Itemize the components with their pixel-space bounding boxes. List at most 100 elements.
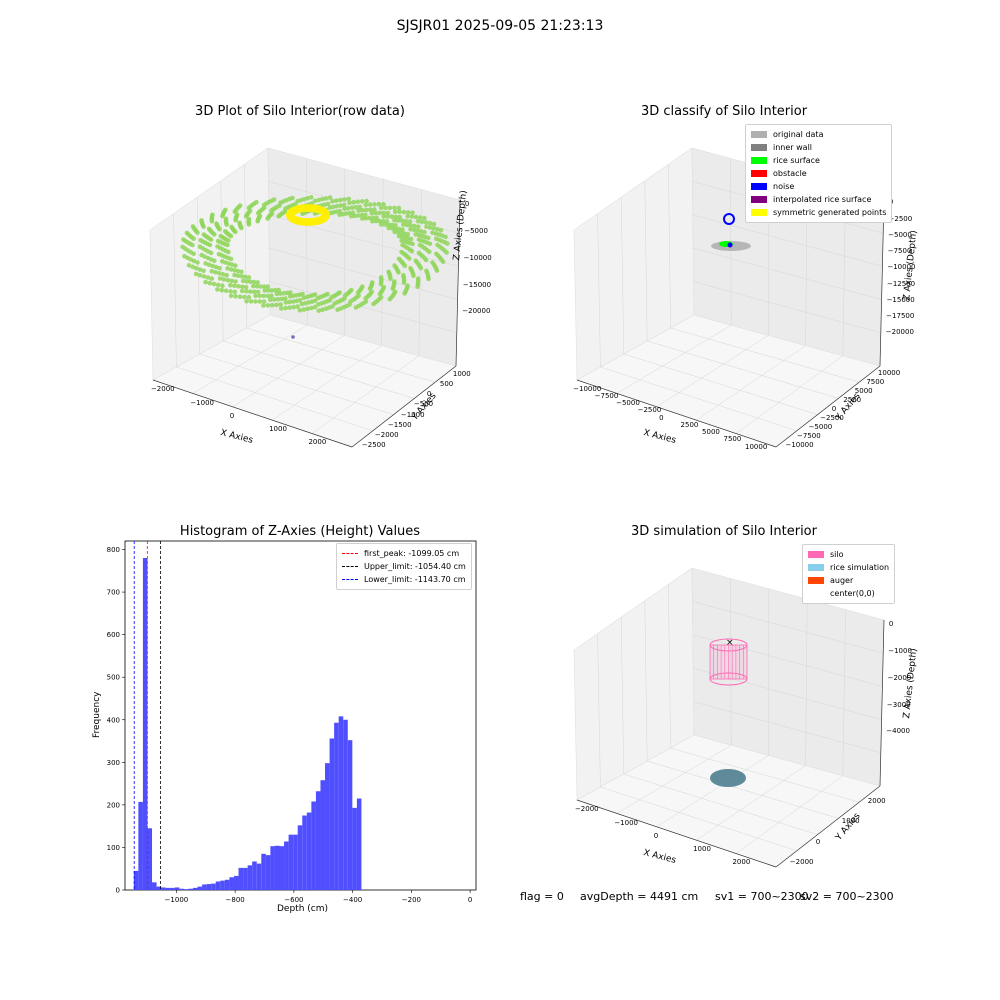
panel1-scatter-point [215, 287, 220, 292]
panel1-scatter-point [291, 304, 297, 310]
panel2-grid-y [647, 340, 839, 399]
panel1-scatter-point [440, 259, 446, 265]
panel1-grid-z [268, 181, 460, 234]
panel3-hist-bar [188, 888, 193, 890]
panel1-scatter-point [381, 214, 387, 219]
panel4-x-axis [576, 799, 777, 868]
panel1-scatter-point [209, 268, 215, 274]
panel1-scatter-point [186, 263, 192, 268]
legend-item-rice-sim: rice simulation [808, 561, 889, 574]
panel1-scatter-point [364, 207, 369, 213]
panel1-scatter-point [279, 306, 284, 311]
panel2-noise-mark-2 [727, 242, 733, 248]
panel1-scatter-point [378, 222, 384, 227]
panel1-scatter-point [408, 227, 413, 232]
panel2-x-tick: −2500 [637, 406, 662, 415]
panel1-scatter-point [258, 284, 263, 289]
panel1-scatter-point [214, 221, 219, 226]
panel4-y-axis [775, 785, 881, 868]
panel1-scatter-point [215, 244, 220, 249]
panel1-scatter-point [360, 208, 365, 213]
panel3-hist-bar [206, 884, 212, 890]
panel1-scatter-point [278, 291, 283, 296]
panel2-grid-zl [644, 180, 648, 342]
panel2-x-axis [576, 379, 777, 448]
panel2-z-tick: −17500 [886, 312, 915, 321]
panel1-scatter-point [228, 293, 234, 299]
panel1-scatter-point [222, 229, 228, 234]
panel1-scatter-point [261, 303, 266, 308]
panel1-scatter-point [423, 257, 429, 263]
panel3-x-tick-label: −200 [402, 896, 421, 904]
panel1-y-tick: −500 [413, 400, 434, 409]
panel1-y-tick: 1000 [452, 370, 471, 379]
panel1-scatter-point [257, 299, 263, 304]
panel1-grid-z [269, 247, 458, 300]
panel1-scatter-point [217, 265, 222, 271]
panel1-scatter-point [308, 195, 314, 200]
panel1-scatter-point [253, 299, 258, 304]
legend-swatch [808, 551, 824, 558]
panel1-scatter-point [215, 238, 221, 244]
panel1-scatter-point [248, 279, 253, 285]
panel3-hist-bar [147, 828, 153, 890]
panel1-scatter-point [364, 198, 369, 204]
panel1-scatter-point [301, 295, 307, 301]
panel1-scatter-point [257, 293, 263, 299]
panel3-hist-bar [325, 763, 330, 890]
panel1-scatter-point [216, 271, 222, 276]
panel1-x-tick: 0 [229, 411, 235, 420]
panel3-y-tick-label: 200 [107, 801, 120, 809]
panel3-y-tick-label: 100 [107, 844, 120, 852]
panel1-scatter-point [206, 226, 212, 232]
panel1-scatter-point [346, 196, 352, 202]
panel1-scatter-point [389, 222, 395, 228]
panel4-grid-zb [805, 599, 808, 766]
panel1-scatter-point [287, 305, 293, 310]
panel4-grid-z [692, 601, 884, 654]
panel1-z-tick: −10000 [463, 253, 492, 262]
panel4-grid-zb [842, 609, 846, 776]
legend-swatch [751, 196, 767, 203]
panel1-scatter-point [415, 224, 421, 229]
panel3-hist-bar [352, 807, 357, 890]
panel1-scatter-point [435, 227, 440, 232]
panel3-hist-bar [133, 870, 139, 890]
panel2-grid-y [670, 327, 860, 383]
panel1-scatter-point [343, 211, 349, 216]
panel1-scatter-point [240, 278, 246, 284]
panel1-scatter-point [211, 281, 217, 287]
panel1-scatter-point [218, 233, 223, 239]
panel1-scatter-point [262, 288, 268, 293]
panel3-hist-bar [297, 825, 303, 890]
panel2-grid-zl [620, 197, 625, 355]
panel4-sim-group: × [709, 638, 748, 787]
panel1-scatter-point [261, 284, 267, 289]
panel1-scatter-point [181, 237, 186, 242]
panel1-scatter-point [431, 226, 437, 231]
panel1-scatter-point [402, 263, 408, 269]
panel2-z-tick: −12500 [886, 279, 916, 288]
panel1-scatter-point [401, 280, 407, 285]
panel2-z-tick: −5000 [888, 230, 912, 239]
panel4-x-tick: 0 [653, 831, 659, 840]
panel1-scatter-point [363, 202, 369, 208]
panel1-scatter-point [290, 195, 295, 201]
panel2-y-tick: −5000 [808, 423, 833, 432]
panel1-scatter-point [397, 209, 402, 215]
panel1-scatter-point [385, 214, 391, 219]
panel1-scatter-point [320, 196, 325, 202]
panel2-x-tick: −5000 [616, 399, 640, 408]
panel3-y-tick-label: 500 [107, 674, 120, 682]
panel1-scatter-point [411, 227, 417, 233]
panel1-scatter-point [228, 282, 233, 288]
panel1-scatter-point [401, 209, 407, 215]
panel3-hist-bar [156, 886, 162, 890]
panel3-hist-bar [256, 863, 262, 890]
panel3-hist-bar [247, 865, 253, 890]
panel1-grid-y [176, 366, 373, 432]
panel1-scatter-point [197, 272, 203, 278]
panel1-scatter-point [427, 225, 433, 230]
panel1-scatter-point [417, 215, 423, 220]
panel1-scatter-point [265, 293, 270, 299]
